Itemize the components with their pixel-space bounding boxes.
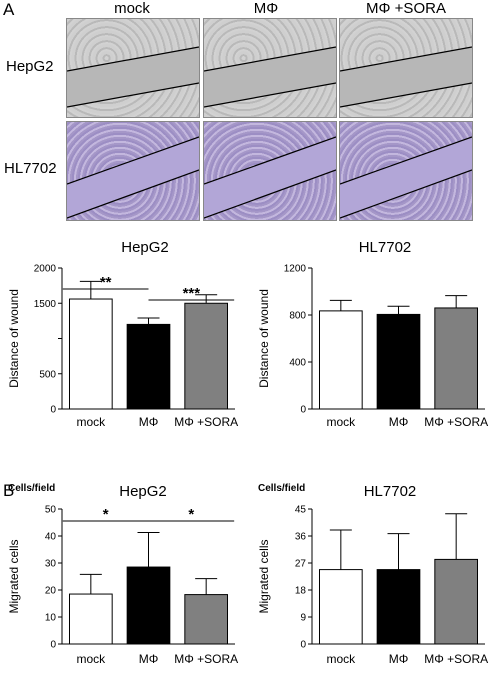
wound-area bbox=[204, 47, 336, 107]
bar-2 bbox=[184, 302, 229, 410]
wound-area bbox=[204, 137, 336, 218]
row-label-hepg2: HepG2 bbox=[6, 58, 54, 75]
category-label-0: mock bbox=[326, 415, 356, 429]
wound-area bbox=[340, 47, 472, 107]
y-tick-label: 27 bbox=[295, 559, 307, 570]
y-tick-label: 0 bbox=[300, 640, 306, 651]
y-tick-label: 50 bbox=[45, 505, 57, 516]
y-tick-label: 18 bbox=[295, 586, 307, 597]
category-label-2: MΦ +SORA bbox=[424, 415, 488, 429]
wound-edge-line bbox=[204, 169, 336, 219]
wound-area bbox=[67, 47, 199, 107]
y-tick-label: 2000 bbox=[34, 264, 57, 275]
y-tick-label: 36 bbox=[295, 532, 307, 543]
chart-title: HepG2 bbox=[119, 483, 167, 500]
row-label-hl7702: HL7702 bbox=[4, 160, 57, 177]
significance-label: * bbox=[188, 506, 194, 523]
wound-edge-line bbox=[67, 82, 199, 108]
unit-label: Cells/field bbox=[258, 483, 305, 494]
y-tick-label: 500 bbox=[39, 369, 56, 380]
bar-0 bbox=[318, 310, 363, 410]
category-label-1: MΦ bbox=[139, 652, 159, 666]
y-axis-label: Migrated cells bbox=[257, 539, 271, 613]
micrograph-hepg2-1 bbox=[203, 18, 337, 118]
category-label-0: mock bbox=[76, 652, 106, 666]
y-tick-label: 45 bbox=[295, 505, 307, 516]
micrograph-hl7702-2 bbox=[339, 121, 473, 221]
wound-edge-line bbox=[340, 169, 472, 219]
y-tick-label: 10 bbox=[45, 613, 57, 624]
category-label-1: MΦ bbox=[389, 652, 409, 666]
column-header-macrophage: MΦ bbox=[253, 0, 279, 17]
category-label-2: MΦ +SORA bbox=[424, 652, 488, 666]
y-tick-label: 1500 bbox=[34, 299, 57, 310]
column-header-macrophage-sora: MΦ +SORA bbox=[366, 0, 446, 17]
category-label-0: mock bbox=[76, 415, 106, 429]
wound-edge-line bbox=[340, 136, 472, 185]
category-label-1: MΦ bbox=[389, 415, 409, 429]
bar-2 bbox=[184, 594, 229, 645]
significance-label: ** bbox=[100, 274, 112, 291]
bar-0 bbox=[68, 593, 113, 645]
y-tick-label: 9 bbox=[300, 613, 306, 624]
wound-edge-line bbox=[204, 46, 336, 72]
wound-edge-line bbox=[340, 46, 472, 72]
bar-0 bbox=[318, 569, 363, 645]
unit-label: Cells/field bbox=[8, 483, 55, 494]
chart-title: HL7702 bbox=[359, 239, 412, 256]
y-tick-label: 0 bbox=[50, 405, 56, 416]
chart-migration-hepg2: HepG2 Cells/field Migrated cells 0 10 20 30 40 5… bbox=[7, 483, 238, 666]
significance-label: * bbox=[103, 506, 109, 523]
y-axis-label: Distance of wound bbox=[257, 289, 271, 388]
chart-title: HL7702 bbox=[364, 483, 417, 500]
bar-1 bbox=[376, 313, 421, 410]
y-tick-label: 400 bbox=[289, 358, 306, 369]
wound-area bbox=[340, 137, 472, 218]
y-tick-label: 40 bbox=[45, 532, 57, 543]
bar-1 bbox=[126, 323, 171, 410]
chart-migration-hl7702: HL7702 Cells/field Migrated cells 0 9 18 27 36 4… bbox=[257, 483, 488, 666]
panel-a-label: A bbox=[3, 0, 15, 19]
bar-1 bbox=[126, 566, 171, 645]
bar-2 bbox=[434, 558, 479, 645]
column-header-mock: mock bbox=[114, 0, 150, 17]
wound-edge-line bbox=[67, 46, 199, 72]
category-label-1: MΦ bbox=[139, 415, 159, 429]
category-label-2: MΦ +SORA bbox=[174, 652, 238, 666]
category-label-0: mock bbox=[326, 652, 356, 666]
significance-label: *** bbox=[183, 285, 201, 302]
chart-wound-hl7702: HL7702 Distance of wound 0 400 800 1200 mock MΦ… bbox=[257, 239, 488, 429]
bar-2 bbox=[434, 307, 479, 410]
wound-edge-line bbox=[67, 136, 199, 185]
micrograph-hepg2-0 bbox=[66, 18, 200, 118]
bar-0 bbox=[68, 298, 113, 410]
panel-b-label: B bbox=[3, 481, 15, 500]
micrograph-hl7702-0 bbox=[66, 121, 200, 221]
chart-title: HepG2 bbox=[121, 239, 169, 256]
micrograph-hepg2-2 bbox=[339, 18, 473, 118]
y-tick-label: 0 bbox=[300, 405, 306, 416]
y-tick-label: 800 bbox=[289, 311, 306, 322]
wound-edge-line bbox=[204, 136, 336, 185]
bar-1 bbox=[376, 569, 421, 645]
y-tick-label: 1200 bbox=[284, 264, 307, 275]
micrograph-hl7702-1 bbox=[203, 121, 337, 221]
y-axis-label: Distance of wound bbox=[7, 289, 21, 388]
category-label-2: MΦ +SORA bbox=[174, 415, 238, 429]
wound-edge-line bbox=[67, 169, 199, 219]
wound-edge-line bbox=[204, 82, 336, 108]
wound-edge-line bbox=[340, 82, 472, 108]
wound-area bbox=[67, 137, 199, 218]
chart-wound-hepg2: HepG2 Distance of wound 0 500 1500 2000 mock MΦ… bbox=[7, 239, 238, 429]
y-tick-label: 0 bbox=[50, 640, 56, 651]
y-tick-label: 30 bbox=[45, 559, 57, 570]
y-axis-label: Migrated cells bbox=[7, 539, 21, 613]
y-tick-label: 20 bbox=[45, 586, 57, 597]
